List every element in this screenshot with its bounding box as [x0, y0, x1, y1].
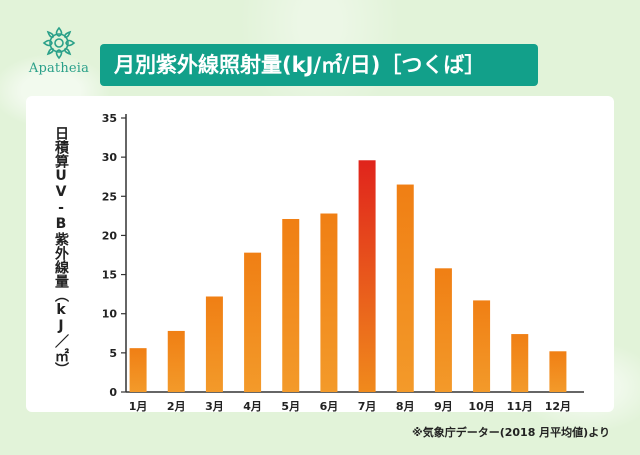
- bar-7: [358, 160, 376, 392]
- bar-4: [244, 252, 262, 392]
- y-tick-label: 10: [102, 308, 118, 321]
- y-tick-label: 5: [109, 347, 117, 360]
- bar-6: [320, 213, 338, 392]
- bar-10: [473, 300, 491, 392]
- y-tick-label: 20: [102, 229, 118, 242]
- bar-2: [167, 330, 185, 392]
- bar-11: [511, 334, 529, 392]
- x-tick-label: 12月: [545, 400, 571, 413]
- x-tick-label: 1月: [129, 400, 148, 413]
- bar-5: [282, 218, 300, 392]
- y-tick-label: 30: [102, 151, 118, 164]
- y-tick-label: 35: [102, 112, 117, 125]
- x-tick-label: 5月: [281, 400, 300, 413]
- brand-logo: Apatheia: [20, 26, 98, 86]
- bar-1: [129, 348, 147, 392]
- y-tick-label: 15: [102, 269, 117, 282]
- x-tick-label: 7月: [358, 400, 377, 413]
- x-tick-label: 9月: [434, 400, 453, 413]
- y-tick-label: 0: [109, 386, 117, 399]
- wreath-ornament-icon: [42, 26, 76, 60]
- x-tick-label: 11月: [507, 400, 533, 413]
- bar-9: [434, 268, 452, 392]
- x-tick-label: 2月: [167, 400, 186, 413]
- x-tick-label: 8月: [396, 400, 415, 413]
- bar-3: [205, 296, 223, 392]
- brand-name: Apatheia: [28, 61, 90, 76]
- bar-8: [396, 184, 414, 392]
- y-axis-label: 日積算UV-B紫外線量（kJ／㎡）: [53, 126, 69, 376]
- x-tick-label: 6月: [320, 400, 339, 413]
- x-tick-label: 10月: [468, 400, 494, 413]
- source-footnote: ※気象庁データー(2018 月平均値)より: [412, 426, 610, 439]
- bar-12: [549, 351, 567, 392]
- chart-title: 月別紫外線照射量(kJ/㎡/日)［つくば］: [100, 44, 538, 86]
- x-tick-label: 4月: [243, 400, 262, 413]
- y-tick-label: 25: [102, 190, 117, 203]
- x-tick-label: 3月: [205, 400, 224, 413]
